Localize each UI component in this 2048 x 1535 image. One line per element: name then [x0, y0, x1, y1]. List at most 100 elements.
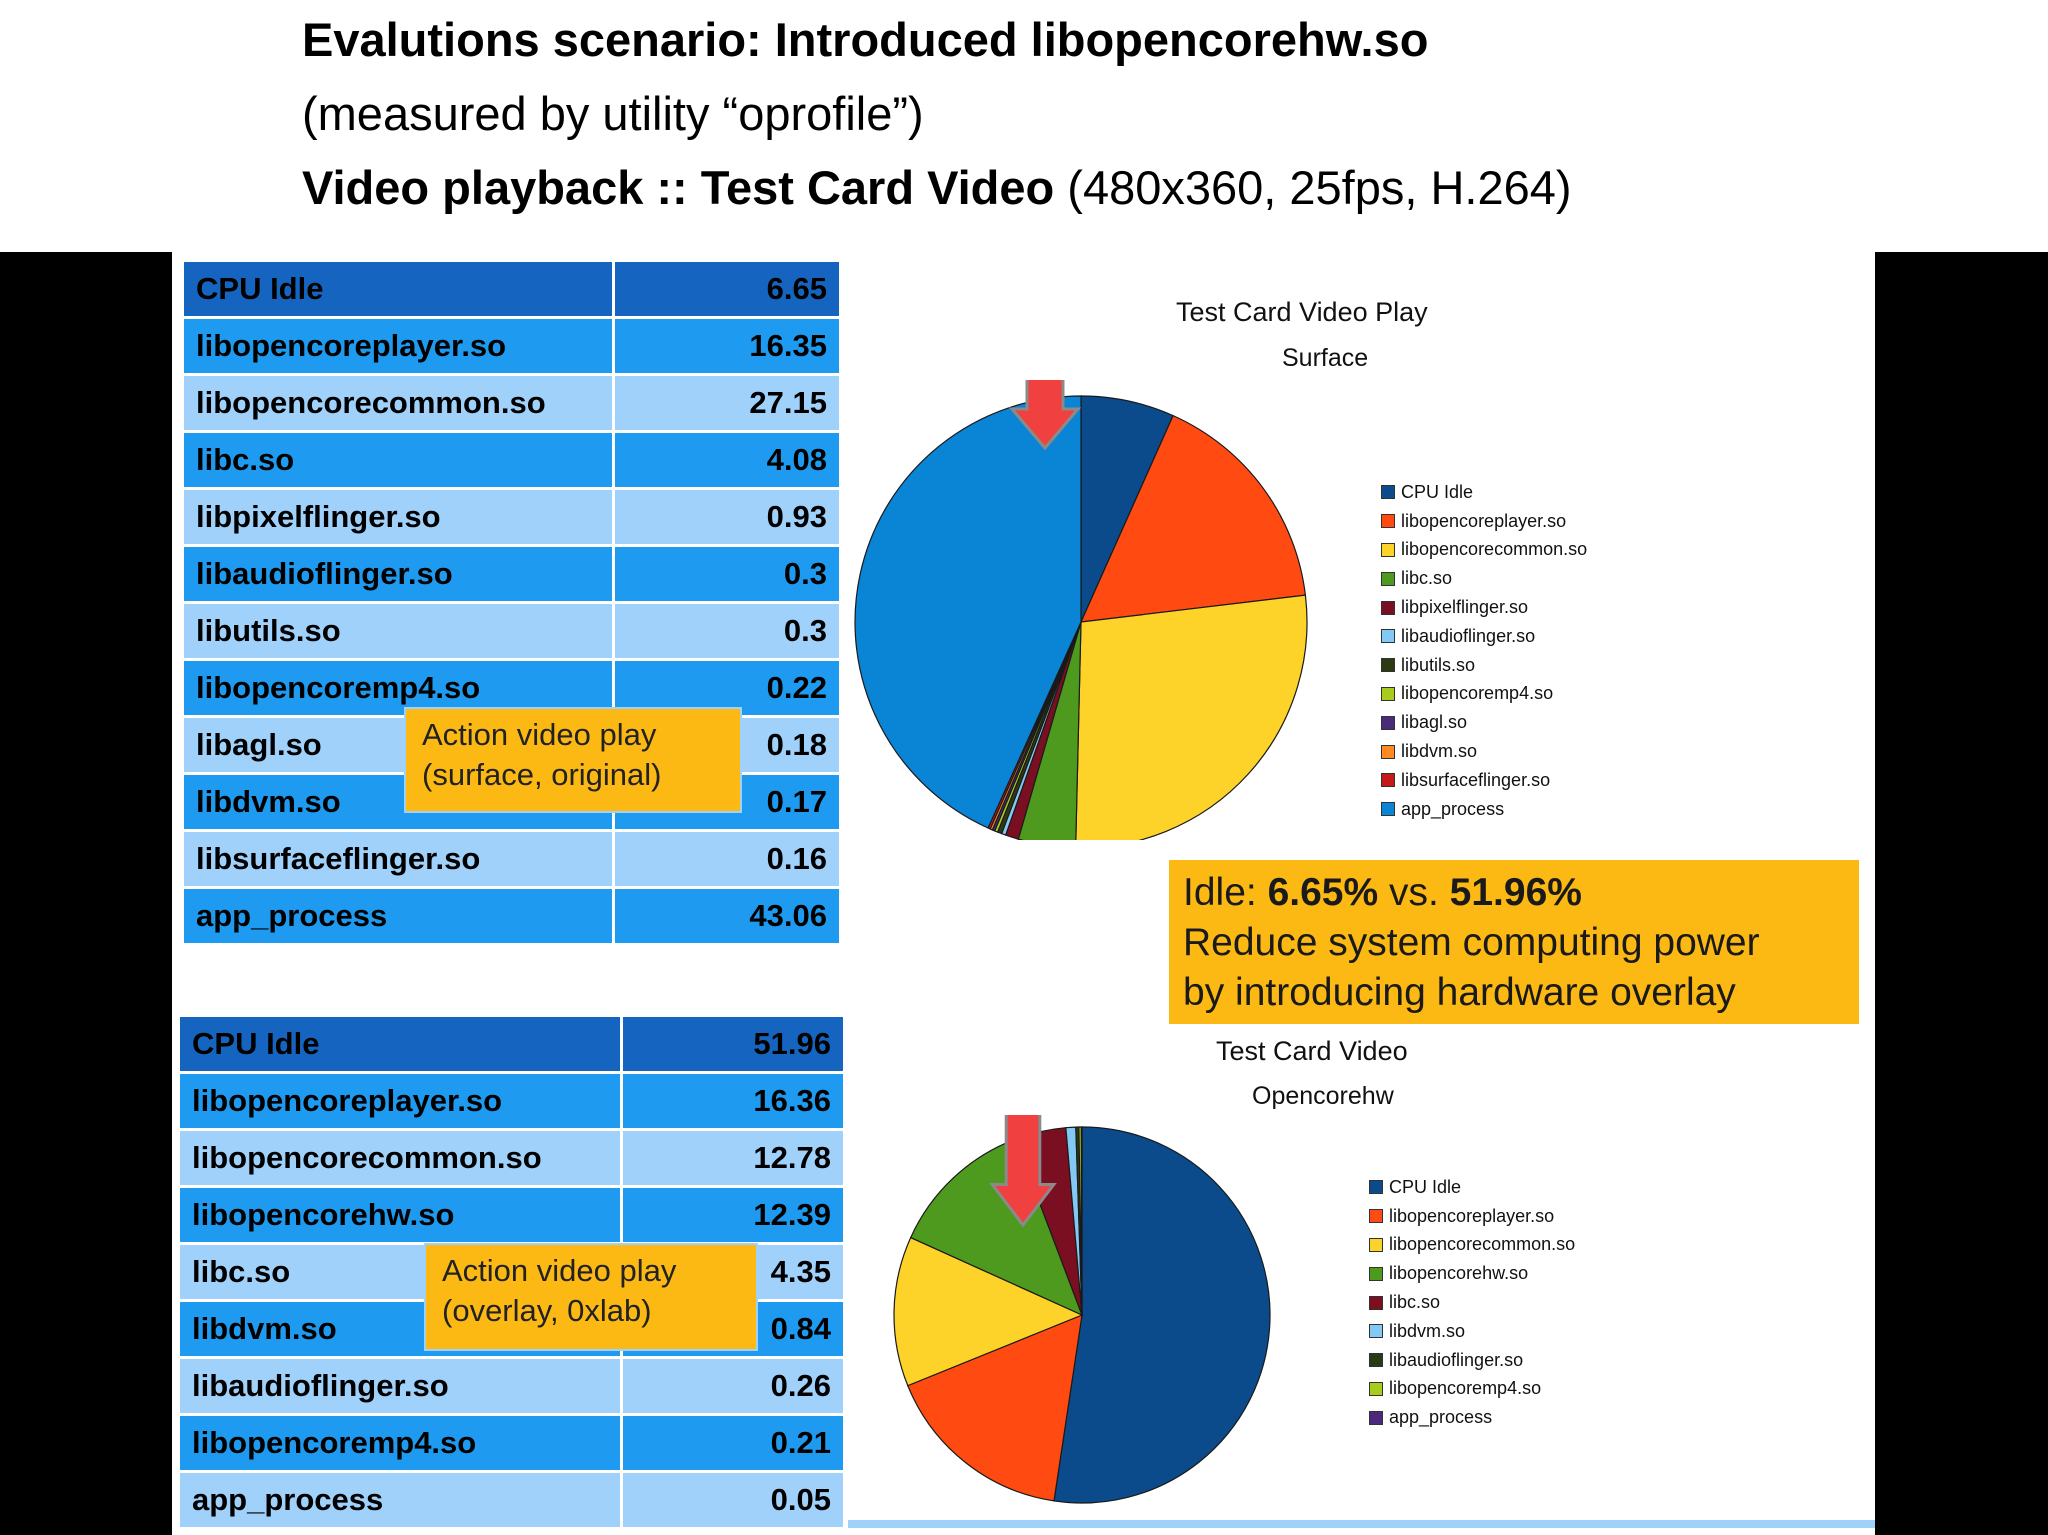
legend-swatch — [1381, 686, 1395, 701]
legend-label: libopencorehw.so — [1389, 1263, 1529, 1284]
legend-item: libopencoremp4.so — [1381, 680, 1587, 709]
pie-slice — [906, 1314, 1083, 1502]
legend-label: libaudioflinger.so — [1389, 1349, 1524, 1370]
legend-item: libutils.so — [1381, 651, 1587, 680]
table-row: libaudioflinger.so 0.26 — [180, 1359, 846, 1416]
legend-label: libopencoremp4.so — [1389, 1378, 1542, 1399]
table-row: CPU Idle 6.65 — [184, 262, 842, 319]
cpu-percent-cell: 43.06 — [615, 889, 842, 946]
legend-swatch — [1381, 629, 1395, 644]
legend-swatch — [1369, 1353, 1383, 1368]
heading-title: Evalutions scenario: Introduced libopenc… — [302, 13, 1429, 66]
footer-rule — [848, 1520, 1875, 1528]
legend-swatch — [1369, 1324, 1383, 1339]
note-vs: vs. — [1378, 871, 1450, 914]
cpu-percent-cell: 12.39 — [623, 1188, 846, 1245]
chart1-subtitle: Surface — [1282, 344, 1369, 372]
process-name-cell: libopencorecommon.so — [184, 376, 615, 433]
legend-swatch — [1381, 571, 1395, 586]
legend-label: libsurfaceflinger.so — [1401, 769, 1551, 790]
letterbox-left — [0, 252, 172, 1535]
cpu-percent-cell: 12.78 — [623, 1131, 846, 1188]
legend-label: libutils.so — [1401, 654, 1476, 675]
legend-label: CPU Idle — [1389, 1176, 1462, 1197]
legend-swatch — [1381, 802, 1395, 817]
cpu-percent-cell: 6.65 — [615, 262, 842, 319]
legend-label: libc.so — [1401, 568, 1453, 589]
cpu-percent-cell: 16.35 — [615, 319, 842, 376]
pie-slice — [854, 395, 1082, 829]
legend-label: libopencorecommon.so — [1389, 1234, 1576, 1255]
surface-chart-legend: CPU Idle libopencoreplayer.so libopencorec… — [1381, 478, 1587, 824]
process-name-cell: libaudioflinger.so — [184, 547, 615, 604]
cpu-percent-cell: 0.3 — [615, 604, 842, 661]
red-arrow-icon — [989, 1115, 1057, 1228]
pie-slice — [1075, 594, 1308, 840]
legend-label: libdvm.so — [1401, 741, 1478, 762]
cpu-percent-cell: 51.96 — [623, 1017, 846, 1074]
pie-slice — [893, 1236, 1084, 1387]
table-row: libopencoremp4.so 0.21 — [180, 1416, 846, 1473]
legend-label: app_process — [1389, 1407, 1493, 1428]
legend-item: CPU Idle — [1381, 478, 1587, 507]
overlay-callout: Action video play (overlay, 0xlab) — [424, 1243, 758, 1351]
process-name-cell: libopencoreplayer.so — [180, 1074, 623, 1131]
legend-item: libpixelflinger.so — [1381, 593, 1587, 622]
idle-comparison-note: Idle: 6.65% vs. 51.96% Reduce system com… — [1169, 860, 1859, 1024]
legend-item: libsurfaceflinger.so — [1381, 766, 1587, 795]
process-name-cell: libutils.so — [184, 604, 615, 661]
legend-swatch — [1369, 1180, 1383, 1195]
process-name-cell: libpixelflinger.so — [184, 490, 615, 547]
process-name-cell: libc.so — [184, 433, 615, 490]
callout-line: Action video play — [442, 1253, 677, 1288]
legend-item: libopencorehw.so — [1369, 1259, 1575, 1288]
table-row: libpixelflinger.so 0.93 — [184, 490, 842, 547]
table-row: libopencorehw.so 12.39 — [180, 1188, 846, 1245]
legend-swatch — [1369, 1237, 1383, 1252]
note-line-2: Reduce system computing power — [1183, 921, 1760, 964]
legend-swatch — [1369, 1295, 1383, 1310]
legend-item: libaudioflinger.so — [1381, 622, 1587, 651]
table-row: libopencoreplayer.so 16.36 — [180, 1074, 846, 1131]
legend-item: libaudioflinger.so — [1369, 1346, 1575, 1375]
cpu-percent-cell: 0.21 — [623, 1416, 846, 1473]
legend-swatch — [1381, 542, 1395, 557]
table-row: libc.so 4.08 — [184, 433, 842, 490]
table-row: libaudioflinger.so 0.3 — [184, 547, 842, 604]
legend-item: libagl.so — [1381, 708, 1587, 737]
legend-swatch — [1369, 1410, 1383, 1425]
callout-line: (overlay, 0xlab) — [442, 1293, 652, 1328]
legend-swatch — [1369, 1266, 1383, 1281]
letterbox-right — [1875, 252, 2048, 1535]
process-name-cell: libopencorehw.so — [180, 1188, 623, 1245]
chart1-title: Test Card Video Play — [1176, 297, 1428, 327]
table-row: libopencoreplayer.so 16.35 — [184, 319, 842, 376]
table-row: libsurfaceflinger.so 0.16 — [184, 832, 842, 889]
legend-item: libopencoreplayer.so — [1369, 1202, 1575, 1231]
legend-item: libdvm.so — [1369, 1317, 1575, 1346]
cpu-percent-cell: 0.93 — [615, 490, 842, 547]
legend-swatch — [1381, 514, 1395, 529]
process-name-cell: libsurfaceflinger.so — [184, 832, 615, 889]
heading-video-name: Video playback :: Test Card Video — [302, 161, 1055, 214]
table-row: app_process 43.06 — [184, 889, 842, 946]
process-name-cell: CPU Idle — [184, 262, 615, 319]
cpu-percent-cell: 0.16 — [615, 832, 842, 889]
legend-swatch — [1381, 658, 1395, 673]
heading-video-info: Video playback :: Test Card Video (480x3… — [302, 164, 1572, 211]
pie-slice — [1080, 1126, 1083, 1316]
surface-pie-chart — [854, 380, 1308, 840]
legend-label: CPU Idle — [1401, 481, 1474, 502]
legend-label: libagl.so — [1401, 712, 1468, 733]
legend-swatch — [1381, 715, 1395, 730]
process-name-cell: libopencoremp4.so — [180, 1416, 623, 1473]
legend-label: libopencorecommon.so — [1401, 539, 1588, 560]
process-name-cell: CPU Idle — [180, 1017, 623, 1074]
legend-label: libopencoreplayer.so — [1389, 1205, 1555, 1226]
pie-slice — [1053, 1126, 1271, 1504]
chart2-title: Test Card Video — [1216, 1036, 1408, 1066]
legend-item: libopencorecommon.so — [1381, 536, 1587, 565]
note-line-3: by introducing hardware overlay — [1183, 971, 1736, 1014]
callout-line: (surface, original) — [422, 757, 662, 792]
red-arrow-icon — [1008, 380, 1082, 451]
